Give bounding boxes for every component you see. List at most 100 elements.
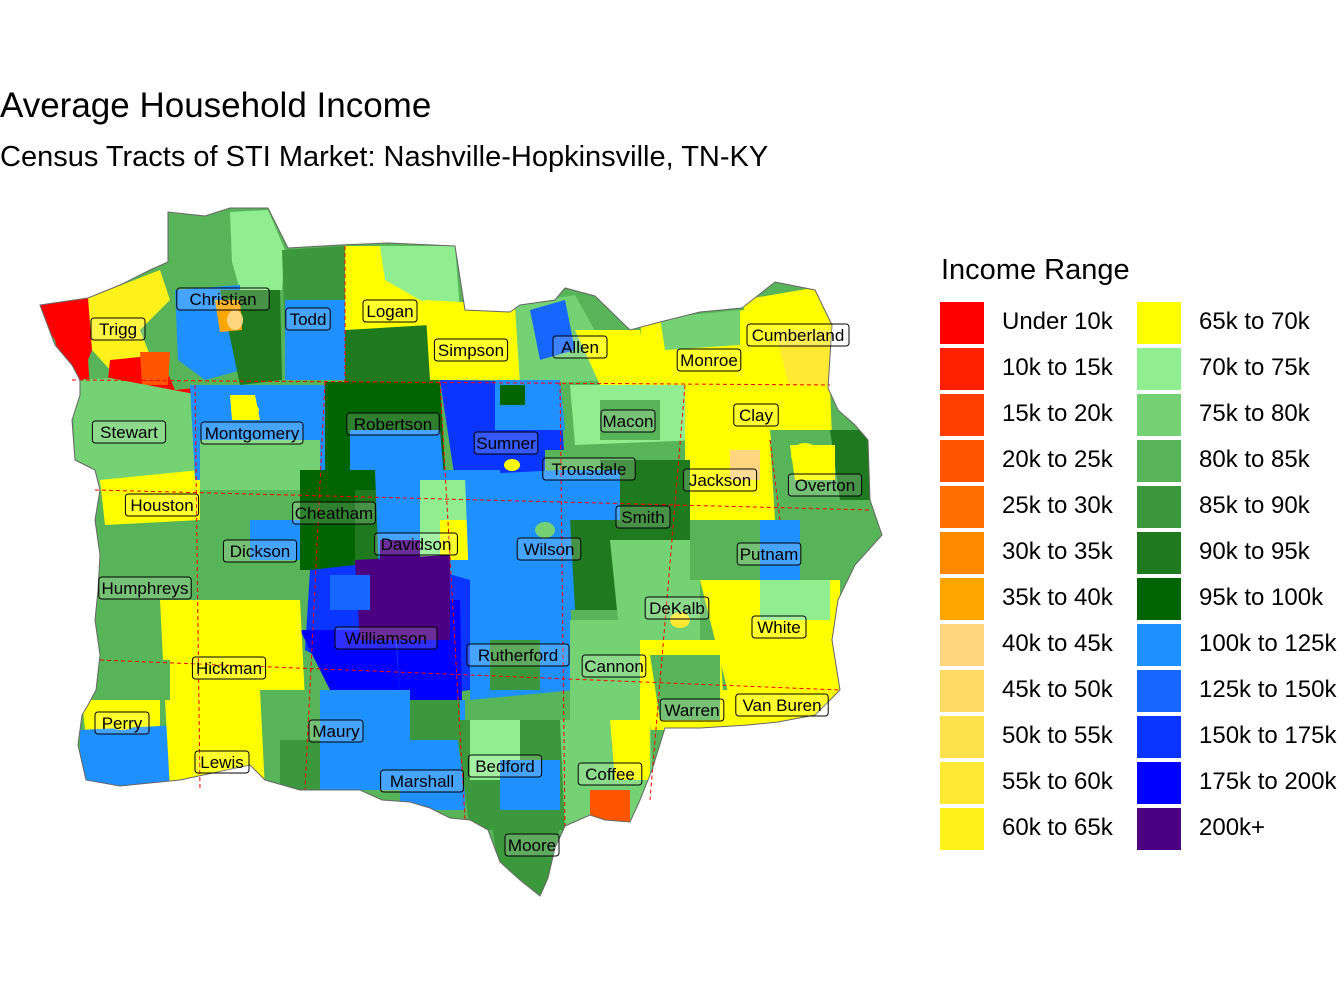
county-label-bedford: Bedford	[467, 754, 543, 778]
legend-label: 95k to 100k	[1199, 584, 1324, 611]
map-title: Average Household Income	[0, 86, 432, 125]
tract-area	[830, 430, 870, 500]
county-label-box	[746, 323, 850, 347]
county-label-macon: Macon	[600, 409, 656, 433]
legend-swatch	[940, 716, 984, 758]
legend-label: 150k to 175k	[1199, 722, 1337, 749]
tract-area	[200, 440, 320, 490]
county-name: Warren	[664, 701, 719, 720]
legend-swatch	[940, 670, 984, 712]
county-labels: Trigg Christian Todd Logan Simpson Allen Monro…	[90, 287, 863, 857]
legend-label: 50k to 55k	[1002, 722, 1113, 749]
legend-swatch	[1137, 624, 1181, 666]
county-label-cannon: Cannon	[581, 654, 647, 678]
county-label-box	[751, 615, 807, 639]
county-label-van-buren: Van Buren	[735, 693, 829, 717]
legend-swatch	[940, 348, 984, 390]
legend-label: 15k to 20k	[1002, 400, 1113, 427]
county-name: Allen	[561, 338, 599, 357]
tract-area	[168, 208, 235, 268]
legend-label: 55k to 60k	[1002, 768, 1113, 795]
county-name: Houston	[130, 496, 193, 515]
county-label-hickman: Hickman	[191, 656, 267, 680]
tract-area	[650, 655, 720, 720]
legend-swatch	[940, 302, 984, 344]
county-name: Marshall	[390, 772, 454, 791]
county-label-box	[124, 493, 200, 517]
county-label-box	[577, 762, 643, 786]
tract-area	[610, 720, 650, 780]
legend-label: 30k to 35k	[1002, 538, 1113, 565]
county-label-marshall: Marshall	[380, 769, 464, 793]
legend-label: 45k to 50k	[1002, 676, 1113, 703]
legend-label: Under 10k	[1002, 308, 1113, 335]
tract-area	[590, 790, 630, 822]
county-name: Rutherford	[478, 646, 558, 665]
county-label-box	[659, 698, 725, 722]
county-label-montgomery: Montgomery	[200, 421, 304, 445]
map-subtitle: Census Tracts of STI Market: Nashville-H…	[0, 141, 769, 173]
legend-label: 90k to 95k	[1199, 538, 1310, 565]
county-name: Coffee	[585, 765, 635, 784]
county-label-box	[735, 693, 829, 717]
county-label-box	[200, 421, 304, 445]
legend-swatch	[940, 762, 984, 804]
tract-area	[410, 700, 460, 740]
tract-area	[300, 630, 400, 700]
county-label-box	[682, 468, 758, 492]
county-label-box	[285, 307, 331, 331]
county-name: Van Buren	[742, 696, 821, 715]
legend-title: Income Range	[941, 254, 1130, 286]
legend-swatch	[1137, 440, 1181, 482]
tract-area	[600, 460, 690, 545]
county-name: Lewis	[200, 753, 243, 772]
county-label-moore: Moore	[504, 833, 560, 857]
county-name: Overton	[795, 476, 855, 495]
county-label-dickson: Dickson	[222, 539, 298, 563]
legend-swatch	[1137, 394, 1181, 436]
county-label-box	[334, 626, 438, 650]
tract-area	[230, 210, 285, 290]
tract-area	[575, 330, 650, 385]
county-name: Todd	[290, 310, 327, 329]
county-name: Maury	[312, 722, 360, 741]
county-label-box	[222, 539, 298, 563]
county-name: Christian	[189, 290, 256, 309]
county-name: Bedford	[475, 757, 535, 776]
tract-area	[140, 352, 170, 385]
county-name: DeKalb	[649, 599, 705, 618]
county-name: Davidson	[381, 535, 452, 554]
legend-label: 80k to 85k	[1199, 446, 1310, 473]
county-label-box	[90, 317, 146, 341]
legend-label: 35k to 40k	[1002, 584, 1113, 611]
county-name: Sumner	[476, 434, 536, 453]
tract-area	[80, 725, 180, 790]
tract-area	[535, 522, 555, 538]
county-label-overton: Overton	[787, 473, 863, 497]
legend-swatch	[1137, 670, 1181, 712]
county-label-smith: Smith	[615, 505, 671, 529]
county-label-christian: Christian	[176, 287, 270, 311]
county-label-box	[191, 656, 267, 680]
region-outline	[39, 207, 883, 897]
county-label-box	[91, 420, 167, 444]
tract-area	[660, 310, 740, 350]
tract-area	[175, 610, 265, 650]
county-label-box	[787, 473, 863, 497]
county-name: Clay	[739, 406, 774, 425]
county-name: Stewart	[100, 423, 158, 442]
county-label-allen: Allen	[552, 335, 608, 359]
tract-area	[465, 470, 565, 610]
county-name: Montgomery	[205, 424, 300, 443]
county-label-houston: Houston	[124, 493, 200, 517]
county-label-white: White	[751, 615, 807, 639]
legend-label: 100k to 125k	[1199, 630, 1337, 657]
county-label-maury: Maury	[308, 719, 364, 743]
county-name: Macon	[602, 412, 653, 431]
legend-swatch	[1137, 532, 1181, 574]
county-name: Cheatham	[295, 504, 373, 523]
tract-area	[88, 270, 170, 370]
county-label-stewart: Stewart	[91, 420, 167, 444]
county-name: Simpson	[438, 341, 504, 360]
county-label-putnam: Putnam	[736, 542, 802, 566]
